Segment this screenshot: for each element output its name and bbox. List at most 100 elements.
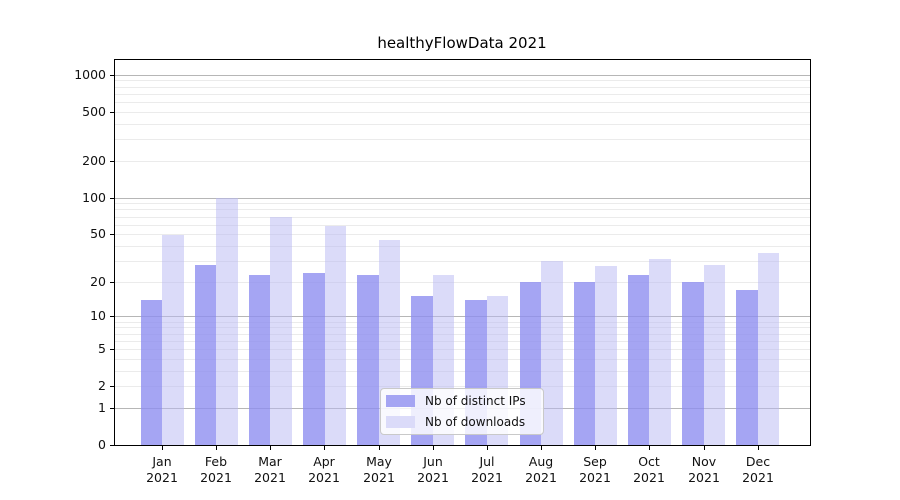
- bar-distinct-ips-jan: [140, 299, 162, 445]
- y-axis-tick: [110, 408, 114, 409]
- x-axis-tick: [216, 446, 217, 450]
- bar-downloads-jan: [162, 235, 184, 445]
- bar-distinct-ips-apr: [303, 272, 325, 445]
- x-axis-tick-label-oct: Oct 2021: [621, 454, 677, 486]
- minor-gridline: [115, 327, 810, 328]
- y-axis-tick-label: 200: [82, 153, 106, 168]
- bar-downloads-oct: [649, 259, 671, 445]
- legend-label-distinct-ips: Nb of distinct IPs: [425, 394, 526, 408]
- year-label: 2021: [742, 470, 774, 485]
- x-axis-tick: [324, 446, 325, 450]
- minor-gridline: [115, 161, 810, 162]
- x-axis-tick: [379, 446, 380, 450]
- legend: Nb of distinct IPs Nb of downloads: [380, 388, 544, 435]
- y-axis-tick-label: 10: [90, 308, 106, 323]
- bar-downloads-sep: [595, 266, 617, 445]
- year-label: 2021: [471, 470, 503, 485]
- x-axis-tick: [162, 446, 163, 450]
- minor-gridline: [115, 94, 810, 95]
- year-label: 2021: [146, 470, 178, 485]
- month-label: Jan: [152, 454, 172, 469]
- x-axis-tick-label-nov: Nov 2021: [676, 454, 732, 486]
- legend-entry-distinct-ips: Nb of distinct IPs: [386, 392, 543, 410]
- x-axis-tick: [758, 446, 759, 450]
- year-label: 2021: [688, 470, 720, 485]
- x-axis-tick-label-apr: Apr 2021: [296, 454, 352, 486]
- bar-downloads-apr: [324, 225, 346, 445]
- legend-swatch-distinct-ips: [386, 395, 415, 407]
- month-label: Oct: [638, 454, 660, 469]
- y-axis-tick-label: 2: [98, 378, 106, 393]
- major-gridline: [115, 316, 810, 317]
- year-label: 2021: [200, 470, 232, 485]
- minor-gridline: [115, 217, 810, 218]
- major-gridline: [115, 198, 810, 199]
- year-label: 2021: [525, 470, 557, 485]
- minor-gridline: [115, 102, 810, 103]
- x-axis-tick-label-may: May 2021: [351, 454, 407, 486]
- minor-gridline: [115, 261, 810, 262]
- y-axis-tick-label: 1: [98, 400, 106, 415]
- y-axis-tick: [110, 349, 114, 350]
- x-axis-tick-label-feb: Feb 2021: [188, 454, 244, 486]
- month-label: Feb: [204, 454, 228, 469]
- y-axis-tick-label: 100: [82, 190, 106, 205]
- legend-swatch-downloads: [386, 416, 415, 428]
- bar-distinct-ips-may: [357, 274, 379, 445]
- minor-gridline: [115, 209, 810, 210]
- minor-gridline: [115, 322, 810, 323]
- x-axis-tick-label-jan: Jan 2021: [134, 454, 190, 486]
- year-label: 2021: [417, 470, 449, 485]
- x-axis-tick: [270, 446, 271, 450]
- bar-distinct-ips-dec: [736, 290, 758, 445]
- y-axis-tick-label: 5: [98, 341, 106, 356]
- month-label: Jun: [423, 454, 443, 469]
- month-label: Mar: [258, 454, 282, 469]
- minor-gridline: [115, 225, 810, 226]
- minor-gridline: [115, 203, 810, 204]
- minor-gridline: [115, 80, 810, 81]
- x-axis-tick-label-aug: Aug 2021: [513, 454, 569, 486]
- x-axis-tick-label-mar: Mar 2021: [242, 454, 298, 486]
- minor-gridline: [115, 87, 810, 88]
- x-axis-tick-label-sep: Sep 2021: [567, 454, 623, 486]
- month-label: Jul: [479, 454, 495, 469]
- y-axis-tick-label: 50: [90, 226, 106, 241]
- year-label: 2021: [254, 470, 286, 485]
- minor-gridline: [115, 112, 810, 113]
- y-axis-tick: [110, 445, 114, 446]
- month-label: Sep: [583, 454, 607, 469]
- minor-gridline: [115, 234, 810, 235]
- minor-gridline: [115, 334, 810, 335]
- minor-gridline: [115, 139, 810, 140]
- month-label: Dec: [745, 454, 771, 469]
- minor-gridline: [115, 349, 810, 350]
- y-axis-tick: [110, 316, 114, 317]
- minor-gridline: [115, 341, 810, 342]
- month-label: Aug: [528, 454, 554, 469]
- year-label: 2021: [579, 470, 611, 485]
- bar-downloads-mar: [270, 216, 292, 445]
- y-axis-tick-label: 1000: [74, 67, 106, 82]
- bar-distinct-ips-oct: [627, 274, 650, 445]
- x-axis-tick: [487, 446, 488, 450]
- bar-distinct-ips-sep: [573, 281, 596, 445]
- legend-entry-downloads: Nb of downloads: [386, 413, 543, 431]
- x-axis-tick: [433, 446, 434, 450]
- x-axis-tick: [541, 446, 542, 450]
- bar-downloads-aug: [541, 261, 563, 445]
- x-axis-tick: [704, 446, 705, 450]
- year-label: 2021: [363, 470, 395, 485]
- minor-gridline: [115, 359, 810, 360]
- bar-downloads-feb: [216, 197, 238, 445]
- y-axis-tick-label: 500: [82, 104, 106, 119]
- x-axis-tick-label-jul: Jul 2021: [459, 454, 515, 486]
- month-label: Apr: [313, 454, 335, 469]
- bar-distinct-ips-mar: [248, 274, 271, 445]
- minor-gridline: [115, 246, 810, 247]
- minor-gridline: [115, 124, 810, 125]
- minor-gridline: [115, 386, 810, 387]
- y-axis-tick: [110, 386, 114, 387]
- y-axis-tick: [110, 112, 114, 113]
